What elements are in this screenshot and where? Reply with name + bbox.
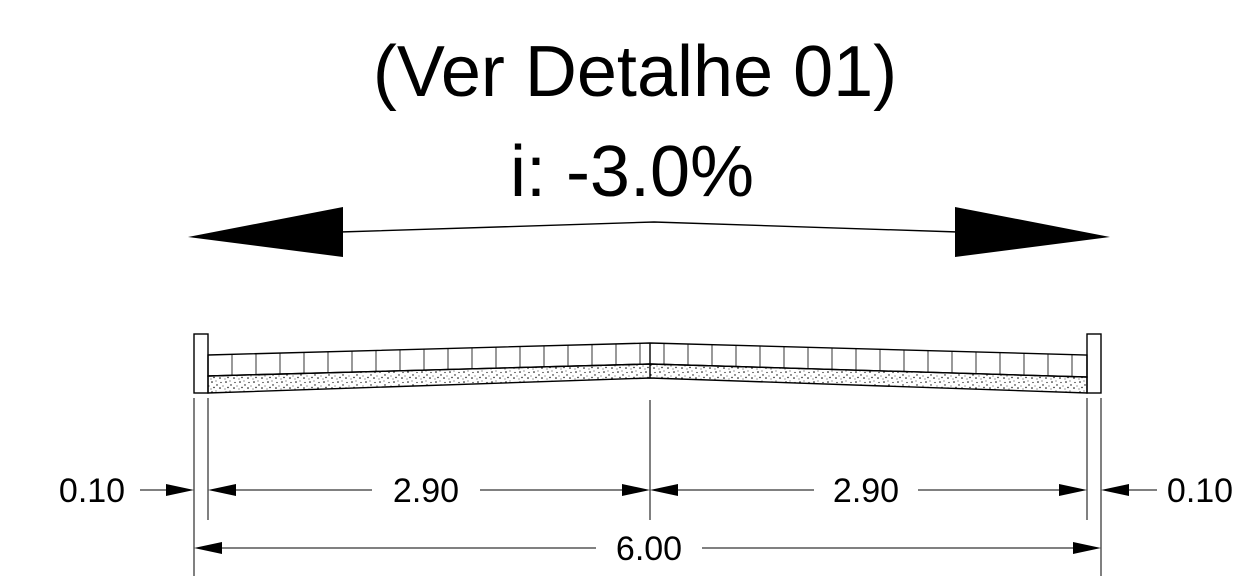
- slope-text: i: -3.0%: [510, 132, 754, 212]
- dimension-row-total: 6.00: [194, 530, 1101, 568]
- slope-arrow-line: [339, 221, 959, 233]
- dim-right-lane-arrow-start: [650, 484, 678, 496]
- dim-right-curb-arrow: [1101, 484, 1129, 496]
- pavement-block-joints: [231, 343, 1073, 377]
- road-section: [193, 333, 1102, 394]
- dim-total-arrow-start: [194, 542, 222, 554]
- slope-arrow-head-right: [955, 207, 1110, 257]
- slope-arrow-head-left: [188, 207, 343, 257]
- dim-right-lane-arrow-end: [1059, 484, 1087, 496]
- dim-left-lane-arrow-end: [622, 484, 650, 496]
- dim-total-arrow-end: [1073, 542, 1101, 554]
- dim-total-label: 6.00: [616, 530, 682, 568]
- right-curb: [1086, 333, 1102, 394]
- dim-left-curb-label: 0.10: [59, 472, 125, 510]
- aggregate-base-layer: [207, 363, 1088, 394]
- dim-right-lane-label: 2.90: [833, 472, 899, 510]
- dim-left-lane-label: 2.90: [393, 472, 459, 510]
- dimension-row-lanes: 0.10 2.90 2.90 0.10: [59, 472, 1233, 510]
- extension-lines: [193, 398, 1102, 576]
- detail-reference-text: (Ver Detalhe 01): [373, 32, 897, 112]
- dim-left-lane-arrow-start: [208, 484, 236, 496]
- dim-right-curb-label: 0.10: [1167, 472, 1233, 510]
- dim-left-curb-arrow: [166, 484, 194, 496]
- left-curb: [193, 333, 209, 394]
- slope-arrow: [188, 207, 1110, 257]
